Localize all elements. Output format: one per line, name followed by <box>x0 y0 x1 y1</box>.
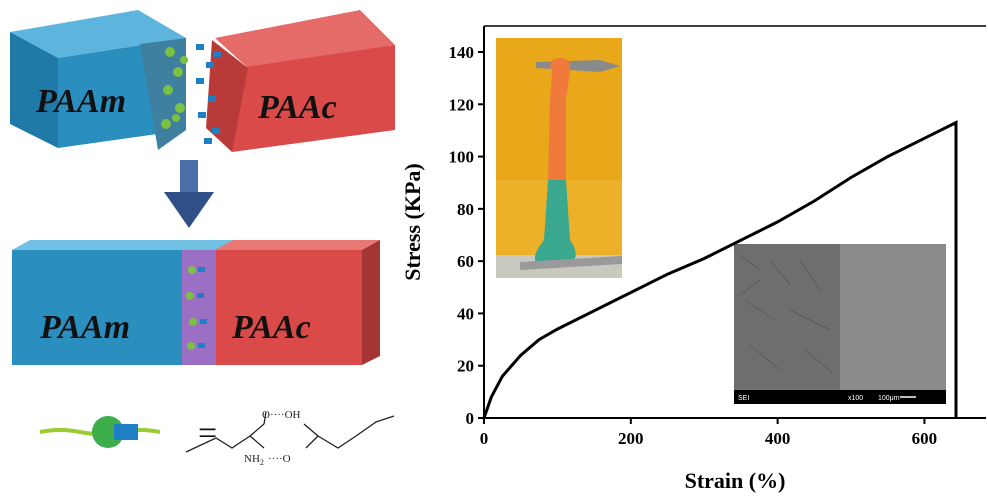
chem-backbone-right <box>317 415 395 449</box>
joined-blocks: PAAm PAAc <box>12 240 380 365</box>
y-axis-label: Stress (KPa) <box>400 163 425 281</box>
paac-block-main-face <box>225 45 395 152</box>
sem-image-inset: SEI x100 100μm <box>734 244 946 404</box>
x-axis-label: Strain (%) <box>685 468 786 493</box>
x-tick-label: 600 <box>912 429 938 448</box>
y-tick-label: 120 <box>449 95 475 114</box>
guest-icon <box>114 424 138 440</box>
joined-paam-face <box>12 250 182 365</box>
y-tick-label: 80 <box>457 200 474 219</box>
paac-block-top-face <box>215 10 395 68</box>
y-tick-label: 100 <box>449 148 475 167</box>
orange-gel-strip <box>548 58 571 180</box>
chem-nh-label: NH2 <box>244 453 264 467</box>
y-tick-label: 40 <box>457 304 474 323</box>
down-arrow-icon <box>164 160 214 228</box>
x-axis-ticks: 0 200 400 600 <box>480 418 937 448</box>
chem-o-label: ····O <box>268 453 291 465</box>
paac-label-joined: PAAc <box>231 309 311 346</box>
y-tick-label: 20 <box>457 357 474 376</box>
chem-oh-label: O····OH <box>262 409 301 421</box>
paac-block-end-face <box>206 40 248 152</box>
joined-paac-face <box>216 250 362 365</box>
paam-label-joined: PAAm <box>39 309 130 346</box>
chem-backbone-left <box>185 435 251 453</box>
joined-side-face <box>362 240 380 365</box>
paam-block-top-face <box>10 10 186 58</box>
host-molecules-top <box>161 47 188 129</box>
paam-block-end-face <box>140 38 186 150</box>
y-tick-label: 140 <box>449 43 475 62</box>
joined-interface-molecules <box>186 266 207 350</box>
x-tick-label: 0 <box>480 429 489 448</box>
sem-caption-scale: 100μm <box>878 395 900 402</box>
blue-gel-strip <box>534 180 576 266</box>
hydrogel-photo-inset <box>496 38 622 278</box>
joined-top-face-red <box>215 240 380 250</box>
gel-assembly-schematic: PAAm PAAc <box>10 10 395 467</box>
x-tick-label: 200 <box>618 429 644 448</box>
plot-frame <box>483 25 986 419</box>
y-tick-label: 60 <box>457 252 474 271</box>
paac-label-top: PAAc <box>257 89 337 126</box>
sem-caption-sei: SEI <box>738 395 749 402</box>
host-guest-legend: = O····OH NH2 ····O <box>39 409 395 467</box>
sem-caption-mag: x100 <box>848 395 863 402</box>
guest-molecules-top <box>196 44 221 144</box>
paam-label-top: PAAm <box>35 83 126 120</box>
equals-sign: = <box>198 415 217 452</box>
chem-bonds <box>249 411 319 449</box>
stress-strain-curve <box>482 120 958 419</box>
y-axis-ticks: 0 20 40 60 80 100 120 140 <box>449 43 484 428</box>
paam-block-front-face <box>10 32 58 148</box>
y-tick-label: 0 <box>466 409 475 428</box>
x-tick-label: 400 <box>765 429 791 448</box>
separated-blocks: PAAm PAAc <box>10 10 395 152</box>
